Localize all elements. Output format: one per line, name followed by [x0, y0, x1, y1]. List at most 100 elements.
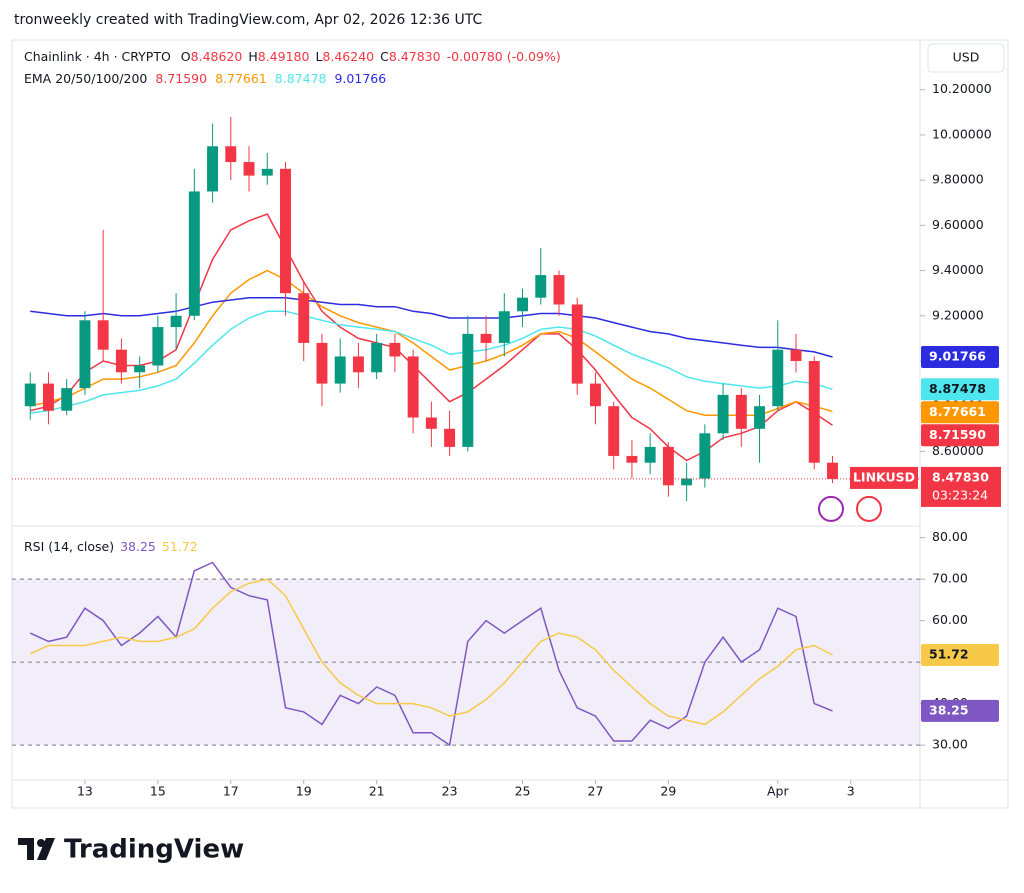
candle-body [444, 428, 456, 447]
candle-body [334, 356, 346, 384]
candle-body [97, 320, 109, 350]
x-tick-label: 15 [150, 784, 166, 799]
candle-body [134, 365, 146, 373]
ema-price-tag: 8.77661 [929, 404, 986, 419]
candle-body [61, 388, 73, 411]
flag-icon [856, 495, 882, 522]
ohlc-label: H [248, 49, 257, 64]
candle-body [480, 333, 492, 343]
ema-label: EMA 20/50/100/200 [24, 71, 147, 86]
ema-line [30, 296, 833, 358]
rsi-tick-label: 70.00 [932, 571, 968, 586]
rsi-tag-box [921, 643, 999, 666]
ohlc-label: L [315, 49, 322, 64]
candle-body [425, 417, 437, 429]
candle-body [115, 349, 127, 373]
candle-body [754, 406, 766, 429]
candle-body [188, 191, 200, 316]
candle-body [498, 311, 510, 343]
rsi-tick-label: 80.00 [932, 529, 968, 544]
ema-line [30, 310, 833, 414]
rsi-value: 38.25 [120, 539, 156, 554]
attribution: tronweekly created with TradingView.com,… [14, 12, 483, 28]
currency-button[interactable] [927, 43, 1005, 73]
ohlc-label: O [181, 49, 191, 64]
x-tick-label: 17 [223, 784, 239, 799]
price-change: -0.00780 (-0.09%) [447, 49, 561, 64]
ohlc-value: 8.47830 [389, 49, 441, 64]
ohlc-value: 8.49180 [258, 49, 310, 64]
ema-price-tag: 8.71590 [929, 427, 986, 442]
countdown: 03:23:24 [932, 487, 988, 502]
candle-body [517, 297, 528, 312]
candle-body [170, 315, 182, 328]
ohlc-value: 8.46240 [322, 49, 374, 64]
x-tick-label: Apr [767, 784, 789, 799]
currency-label: USD [953, 50, 980, 65]
candle-body [790, 349, 802, 361]
rsi-tick-label: 60.00 [932, 612, 968, 627]
last-price-tag: 8.47830 [932, 469, 989, 484]
x-tick-label: 29 [660, 784, 676, 799]
legend: Chainlink · 4h · CRYPTO O8.48620 H8.49180 L… [24, 49, 561, 64]
alert-icon [818, 495, 844, 522]
ema-price-tag-box [921, 424, 999, 447]
candle-body [389, 342, 401, 357]
candle-body [808, 360, 820, 463]
candle-body [699, 433, 711, 479]
logo-mark [18, 838, 34, 860]
ema-price-tag-box [921, 345, 999, 368]
candle-body [261, 168, 273, 176]
y-tick-label: 10.00000 [932, 126, 992, 141]
candle-body [535, 275, 547, 298]
candle-body [280, 168, 291, 294]
last-price-box [850, 466, 918, 489]
footer-logo: TradingView [18, 835, 244, 865]
ema-value: 8.77661 [215, 71, 267, 86]
candle-body [681, 478, 693, 486]
candle-body [371, 342, 383, 373]
rsi-label: RSI (14, close) [24, 539, 114, 554]
ema-value: 8.87478 [275, 71, 327, 86]
x-tick-label: 21 [369, 784, 385, 799]
y-tick-label: 9.20000 [932, 307, 984, 322]
x-tick-label: 3 [847, 784, 855, 799]
ema-line [30, 269, 833, 416]
y-tick-label: 10.20000 [932, 81, 992, 96]
y-tick-label: 9.60000 [932, 217, 984, 232]
y-tick-label: 9.80000 [932, 172, 984, 187]
candle-body [316, 342, 328, 384]
rsi-tag: 51.72 [929, 646, 969, 661]
candle-body [644, 446, 656, 463]
x-tick-label: 27 [588, 784, 604, 799]
candle-body [24, 383, 36, 407]
ema-value: 8.71590 [155, 71, 207, 86]
last-price-tag-box [921, 466, 1001, 507]
rsi-tick-label: 30.00 [932, 737, 968, 752]
rsi-tag: 38.25 [929, 702, 969, 717]
x-tick-label: 25 [515, 784, 531, 799]
candle-body [298, 293, 310, 343]
symbol-tag: LINKUSD [853, 469, 915, 484]
candle-body [571, 304, 583, 384]
candle-body [407, 356, 419, 418]
ema-price-tag: 9.01766 [929, 348, 986, 363]
candle-body [79, 320, 91, 389]
ema-line [30, 213, 833, 462]
rsi-band [12, 579, 920, 746]
candle-body [207, 146, 219, 192]
y-tick-label: 8.60000 [932, 443, 984, 458]
candle-body [735, 394, 747, 429]
candle-body [662, 446, 674, 486]
candle-body [608, 406, 620, 456]
x-tick-label: 23 [442, 784, 458, 799]
brand: TradingView [64, 835, 244, 865]
rsi-tag-box [921, 699, 999, 722]
candle-body [717, 394, 729, 434]
ema-price-tag-box [921, 378, 999, 401]
ohlc-label: C [380, 49, 389, 64]
candle-body [553, 275, 565, 305]
y-tick-label: 9.40000 [932, 262, 984, 277]
ema-price-tag: 8.87478 [929, 381, 986, 396]
